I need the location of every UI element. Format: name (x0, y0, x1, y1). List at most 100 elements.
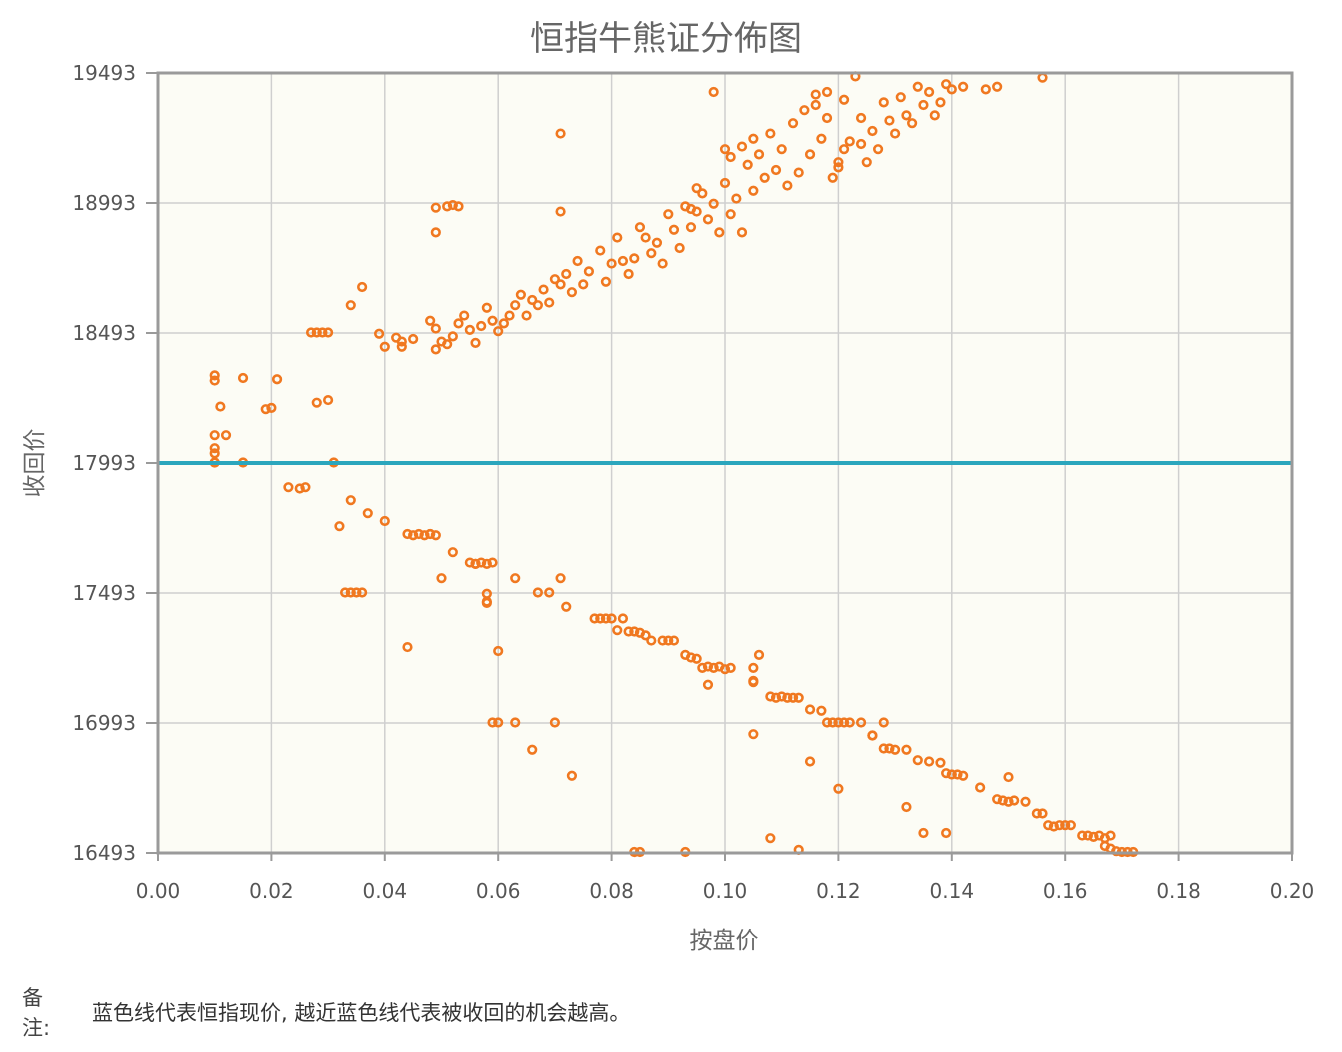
data-point (838, 144, 850, 155)
data-point (748, 729, 759, 740)
data-point (305, 327, 317, 338)
data-point (725, 151, 736, 163)
x-tick-label: 0.16 (1043, 879, 1088, 903)
data-point (464, 557, 475, 568)
data-point (283, 482, 294, 493)
data-point (918, 99, 929, 111)
data-point (1048, 821, 1059, 832)
data-point (487, 315, 498, 326)
data-point (725, 662, 736, 673)
chart-title: 恒指牛熊证分佈图 (530, 19, 802, 59)
data-point (209, 370, 220, 381)
data-point (719, 664, 731, 675)
data-point (498, 318, 509, 329)
data-point (209, 375, 220, 386)
data-point (1060, 820, 1071, 831)
data-point (992, 81, 1003, 92)
data-point (901, 801, 912, 813)
data-point (725, 209, 736, 220)
y-axis-label: 收回价 (22, 429, 48, 498)
data-point (209, 443, 220, 454)
data-point (323, 394, 334, 406)
data-point (578, 279, 589, 290)
data-point (657, 258, 668, 269)
data-point (532, 587, 543, 598)
data-point (600, 276, 612, 287)
data-point (742, 159, 753, 170)
data-point (748, 662, 759, 673)
data-point (589, 613, 600, 624)
data-point (357, 281, 368, 293)
data-point (640, 232, 651, 243)
data-point (555, 279, 566, 290)
data-point (685, 652, 697, 663)
data-point (1003, 796, 1014, 807)
data-point (736, 227, 748, 238)
data-point (827, 717, 838, 728)
data-point (425, 528, 436, 540)
data-point (532, 300, 543, 311)
data-point (935, 97, 946, 108)
data-point (691, 183, 702, 194)
data-point (787, 118, 799, 129)
data-point (702, 661, 714, 672)
data-point (430, 323, 441, 334)
data-point (855, 138, 867, 150)
data-point (702, 679, 714, 690)
data-point (430, 227, 441, 238)
data-point (838, 94, 850, 105)
data-point (657, 635, 668, 646)
data-point (323, 327, 334, 338)
data-point (379, 341, 390, 352)
data-point (663, 209, 674, 220)
data-point (1088, 831, 1099, 842)
data-point (271, 374, 283, 385)
x-tick-label: 0.02 (249, 879, 294, 903)
data-point (1054, 820, 1065, 831)
data-point (617, 255, 629, 267)
data-point (555, 573, 566, 584)
data-point (334, 521, 345, 532)
data-point (470, 337, 481, 348)
data-point (861, 157, 872, 168)
data-point (924, 86, 935, 98)
data-point (408, 530, 419, 541)
data-point (476, 557, 487, 568)
data-point (515, 289, 526, 300)
data-point (413, 528, 424, 540)
data-point (867, 125, 878, 137)
data-point (714, 227, 725, 238)
data-point (345, 495, 356, 506)
data-point (442, 339, 453, 350)
data-point (827, 172, 838, 183)
data-point (674, 242, 685, 254)
data-point (583, 266, 595, 277)
data-point (816, 133, 827, 144)
x-axis-label: 按盘价 (690, 928, 759, 954)
data-point (396, 336, 407, 347)
data-point (629, 253, 640, 264)
data-point (731, 193, 742, 204)
x-tick-label: 0.00 (136, 879, 181, 903)
data-point (362, 508, 373, 519)
data-point (918, 827, 929, 839)
data-point (442, 201, 453, 212)
data-point (555, 206, 566, 217)
data-point (702, 214, 714, 225)
data-point (357, 587, 368, 598)
data-point (1037, 808, 1048, 819)
data-point (765, 833, 776, 844)
data-point (878, 717, 889, 728)
data-point (946, 84, 957, 95)
data-point (402, 528, 413, 540)
data-point (425, 315, 436, 326)
x-tick-label: 0.14 (930, 879, 975, 903)
data-point (872, 144, 884, 155)
data-point (623, 626, 634, 637)
data-point (527, 744, 538, 755)
data-point (804, 704, 816, 715)
data-point (493, 326, 504, 337)
data-point (527, 294, 538, 306)
data-point (300, 482, 311, 493)
data-point (838, 717, 850, 728)
